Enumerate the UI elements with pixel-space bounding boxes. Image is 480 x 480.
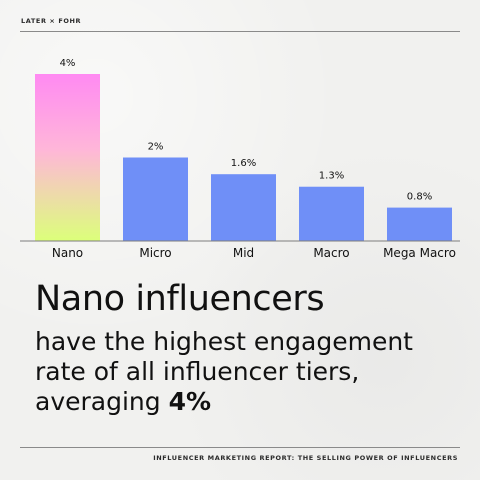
bar-value-label: 4%: [60, 58, 76, 69]
category-label: Micro: [139, 246, 171, 260]
bar-mid: [211, 174, 276, 241]
subtext-line-3: averaging 4%: [35, 387, 455, 417]
subtext-line-2: rate of all influencer tiers,: [35, 357, 360, 386]
subtext-line-1: have the highest engagement: [35, 327, 413, 356]
brand-label: LATER × FOHR: [21, 17, 82, 25]
bar-group: [35, 74, 452, 241]
bar-value-label: 2%: [148, 142, 164, 153]
headline-title: Nano influencers: [35, 279, 325, 319]
bar-value-label: 1.6%: [231, 158, 256, 169]
label-group: 4% Nano 2% Micro 1.6% Mid 1.3% Macro 0.8% Mega Ma…: [52, 58, 456, 260]
bar-micro: [123, 157, 188, 241]
engagement-bar-chart: 4% Nano 2% Micro 1.6% Mid 1.3% Macro 0.8% Mega Ma…: [20, 58, 460, 260]
category-label: Mega Macro: [383, 246, 456, 260]
headline-subtext: have the highest engagement rate of all …: [35, 327, 455, 417]
category-label: Macro: [313, 246, 349, 260]
top-divider: [20, 31, 460, 32]
subtext-line-3-prefix: averaging: [35, 387, 169, 416]
bar-value-label: 0.8%: [407, 192, 432, 203]
category-label: Nano: [52, 246, 83, 260]
bar-value-label: 1.3%: [319, 171, 344, 182]
bottom-divider: [20, 447, 460, 448]
bar-macro: [299, 186, 364, 241]
footer-label: INFLUENCER MARKETING REPORT: THE SELLING…: [153, 454, 458, 462]
bar-nano: [35, 74, 100, 241]
bar-mega-macro: [387, 207, 452, 241]
subtext-highlight-value: 4%: [168, 387, 212, 416]
category-label: Mid: [233, 246, 254, 260]
